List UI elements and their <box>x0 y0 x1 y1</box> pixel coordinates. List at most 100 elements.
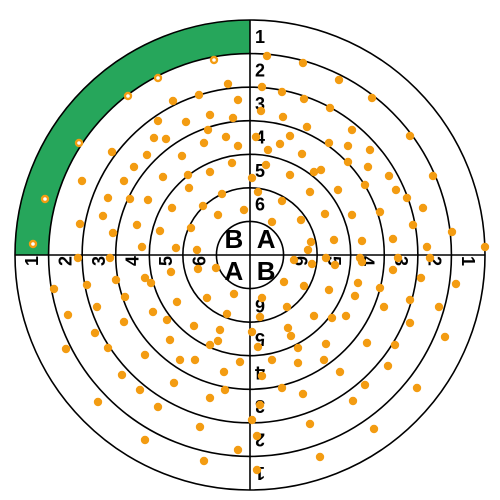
dot <box>406 319 414 327</box>
dot <box>263 52 271 60</box>
ring-label-right-1: 1 <box>458 256 478 266</box>
dot <box>50 285 58 293</box>
dot <box>187 224 195 232</box>
highlight-dot-core <box>31 242 35 246</box>
dot <box>366 146 374 154</box>
ring-label-top-6: 6 <box>255 195 265 215</box>
dot <box>286 171 294 179</box>
dot <box>303 123 311 131</box>
dot <box>413 384 421 392</box>
center-label-tl: B <box>224 224 243 254</box>
center-label-bl: A <box>224 256 243 286</box>
dot <box>294 344 302 352</box>
center-label-br: B <box>257 256 276 286</box>
dot <box>150 134 158 142</box>
dot <box>168 204 176 212</box>
dot <box>394 254 402 262</box>
dot <box>104 194 112 202</box>
dot <box>448 228 456 236</box>
dot <box>252 133 260 141</box>
dot <box>258 372 266 380</box>
highlight-dot-core <box>156 76 160 80</box>
dot <box>334 186 342 194</box>
dot <box>426 254 434 262</box>
dot <box>257 107 265 115</box>
dot <box>218 190 226 198</box>
dot <box>403 194 411 202</box>
ring-label-top-1: 1 <box>255 27 265 47</box>
dot <box>216 326 224 334</box>
dot <box>278 384 286 392</box>
dot <box>203 294 211 302</box>
dot <box>240 206 248 214</box>
dot <box>120 318 128 326</box>
dot <box>351 292 359 300</box>
dot <box>104 344 112 352</box>
dot <box>224 80 232 88</box>
dot <box>316 453 324 461</box>
dot <box>176 356 184 364</box>
dot <box>276 140 284 148</box>
dot <box>159 173 167 181</box>
dot <box>147 279 155 287</box>
dot <box>62 345 70 353</box>
dot <box>254 343 262 351</box>
dot <box>310 312 318 320</box>
dot <box>258 83 266 91</box>
dot <box>162 135 170 143</box>
dot <box>220 368 228 376</box>
dot <box>299 390 307 398</box>
dot <box>441 333 449 341</box>
dot <box>195 91 203 99</box>
dot <box>409 221 417 229</box>
dot <box>331 261 339 269</box>
dot <box>280 278 288 286</box>
dot <box>199 202 207 210</box>
dot <box>234 142 242 150</box>
dot <box>264 146 272 154</box>
dot <box>149 308 157 316</box>
dot <box>228 159 236 167</box>
dot <box>268 356 276 364</box>
dot <box>121 293 129 301</box>
dot <box>389 235 397 243</box>
dot <box>178 152 186 160</box>
ring-label-left-1: 1 <box>22 256 42 266</box>
dot <box>182 118 190 126</box>
dot <box>304 246 312 254</box>
dot <box>336 368 344 376</box>
dot <box>136 386 144 394</box>
dot <box>380 303 388 311</box>
dot <box>278 88 286 96</box>
dot <box>307 238 315 246</box>
dot <box>342 312 350 320</box>
dot <box>322 340 330 348</box>
dot <box>133 221 141 229</box>
dot <box>206 394 214 402</box>
dot <box>290 256 298 264</box>
dot <box>221 386 229 394</box>
dot <box>361 381 369 389</box>
dot <box>130 163 138 171</box>
dot <box>330 236 338 244</box>
dot <box>248 328 256 336</box>
dot <box>354 279 362 287</box>
dot <box>310 168 318 176</box>
dot <box>76 220 84 228</box>
dot <box>299 59 307 67</box>
dot <box>356 254 364 262</box>
dot <box>204 126 212 134</box>
dot <box>154 403 162 411</box>
dot <box>423 243 431 251</box>
dot <box>298 150 306 158</box>
dot <box>278 197 286 205</box>
dot <box>214 211 222 219</box>
dot <box>389 266 397 274</box>
dot <box>279 113 287 121</box>
dot <box>321 210 329 218</box>
dot <box>481 243 489 251</box>
dot <box>193 246 201 254</box>
dot <box>169 97 177 105</box>
dot <box>167 268 175 276</box>
dot <box>256 401 264 409</box>
